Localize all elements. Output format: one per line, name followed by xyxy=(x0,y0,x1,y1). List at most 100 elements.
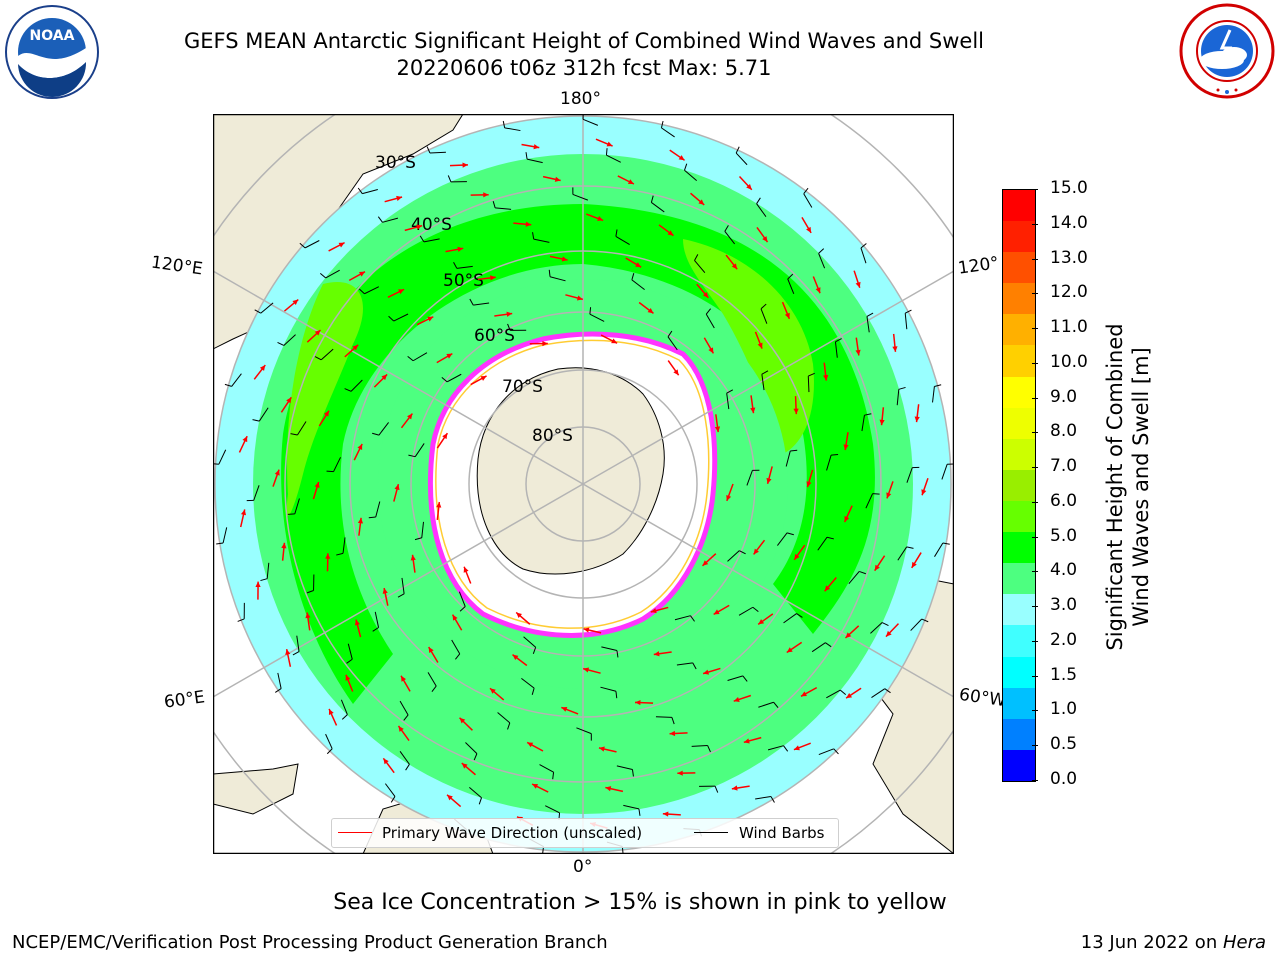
colorbar-tick-label: 9.0 xyxy=(1050,386,1078,407)
wave-arrow xyxy=(393,483,400,502)
wave-arrow xyxy=(605,786,624,793)
wind-barb xyxy=(758,701,779,708)
wind-barb xyxy=(237,602,245,622)
wave-arrow xyxy=(400,675,411,692)
wind-barb xyxy=(384,783,396,803)
wave-arrow xyxy=(731,785,750,791)
wind-barb xyxy=(777,532,794,546)
wave-arrow xyxy=(353,443,363,461)
wind-barb xyxy=(848,570,867,584)
wave-arrow xyxy=(725,254,738,270)
wind-barb xyxy=(870,622,889,634)
wave-arrow xyxy=(677,770,696,776)
colorbar-tick-label: 4.0 xyxy=(1050,560,1078,581)
wind-barb xyxy=(521,678,535,695)
colorbar-tick xyxy=(1032,362,1038,364)
colorbar-tick-label: 11.0 xyxy=(1050,317,1088,338)
wave-arrow xyxy=(793,742,811,751)
colorbar-tick xyxy=(1032,780,1038,781)
lon-label-120e: 120°E xyxy=(149,252,204,280)
wind-barb xyxy=(357,187,378,195)
wave-arrow xyxy=(461,762,476,776)
wind-barb xyxy=(601,646,619,658)
wind-barb xyxy=(724,225,736,245)
wind-barb xyxy=(631,273,645,290)
longitude-lines xyxy=(213,114,954,854)
wave-arrow xyxy=(669,149,685,161)
wave-arrow xyxy=(786,641,803,654)
wind-barb xyxy=(441,373,462,383)
wind-barb xyxy=(414,521,424,541)
wind-barb xyxy=(760,303,768,324)
wind-barb xyxy=(817,536,834,551)
madagascar-land xyxy=(213,763,299,815)
wave-arrow xyxy=(373,373,388,388)
wave-arrow xyxy=(892,333,898,352)
wind-barb xyxy=(865,493,880,509)
wave-arrow xyxy=(793,396,799,415)
wind-barb xyxy=(292,635,300,656)
wind-barb xyxy=(906,466,920,483)
colorbar-band xyxy=(1003,469,1035,502)
noaa-logo: NOAA xyxy=(4,4,100,100)
wave-arrow xyxy=(743,736,762,744)
wave-arrow xyxy=(750,395,756,414)
lat-label-80: 80°S xyxy=(532,426,573,446)
wave-arrow xyxy=(701,553,717,567)
colorbar-tick xyxy=(1032,189,1038,190)
wave-arrow xyxy=(714,414,721,433)
wave-arrow xyxy=(843,432,849,451)
wind-barb xyxy=(934,542,950,557)
lat-label-40: 40°S xyxy=(411,215,452,235)
wave-arrow xyxy=(328,241,345,252)
wind-barb xyxy=(224,373,242,387)
wind-barb xyxy=(600,686,618,699)
wave-arrow xyxy=(449,162,469,168)
wind-barb xyxy=(818,248,826,269)
wave-arrow xyxy=(283,298,299,312)
wind-barb xyxy=(910,618,929,631)
wind-barb-swatch xyxy=(694,832,728,833)
wave-direction-arrows xyxy=(238,138,929,829)
wave-arrow xyxy=(451,614,463,631)
wave-arrow xyxy=(844,625,860,639)
wind-barb xyxy=(216,527,228,545)
wind-barb xyxy=(674,615,695,622)
wind-barb xyxy=(904,309,912,330)
nws-logo xyxy=(1178,2,1276,100)
wind-barb xyxy=(623,804,641,816)
wind-barb xyxy=(299,240,320,249)
wind-barb xyxy=(388,313,409,322)
wind-barb xyxy=(727,550,746,562)
wave-arrow xyxy=(463,566,472,584)
wind-barb xyxy=(807,372,815,393)
wind-barb xyxy=(277,334,296,346)
wind-barb xyxy=(407,352,428,362)
colorbar-tick-label: 8.0 xyxy=(1050,421,1078,442)
footer-credit: NCEP/EMC/Verification Post Processing Pr… xyxy=(12,932,608,953)
colorbar-band xyxy=(1003,749,1035,781)
wind-barb xyxy=(502,120,521,132)
wave-arrow xyxy=(653,651,672,657)
polar-map: 30°S 40°S 50°S 60°S 70°S 80°S xyxy=(212,113,955,855)
wind-barb xyxy=(691,745,711,753)
wind-barb xyxy=(492,201,512,210)
wind-barb xyxy=(246,485,260,502)
colorbar-ticks: 0.0 0.5 1.0 1.5 2.0 3.0 4.0 5.0 6.0 7.0 8.0 9.0 10.0… xyxy=(1032,180,1096,788)
wave-arrow xyxy=(280,396,292,413)
wind-barb xyxy=(319,269,340,279)
wave-arrow xyxy=(344,344,359,358)
wave-arrow xyxy=(436,352,453,364)
colorbar-tick-label: 0.5 xyxy=(1050,734,1078,755)
wind-barb xyxy=(287,498,300,515)
wave-arrow xyxy=(445,246,464,253)
colorbar-band xyxy=(1003,345,1035,377)
wind-barb xyxy=(447,175,467,183)
wave-direction-swatch xyxy=(338,832,372,833)
wind-barb xyxy=(767,745,789,752)
colorbar-tick-label: 5.0 xyxy=(1050,525,1078,546)
wave-arrow xyxy=(387,288,405,298)
wave-field-4-5m xyxy=(281,204,875,704)
wind-barb xyxy=(582,114,599,126)
wave-arrow xyxy=(756,226,769,243)
